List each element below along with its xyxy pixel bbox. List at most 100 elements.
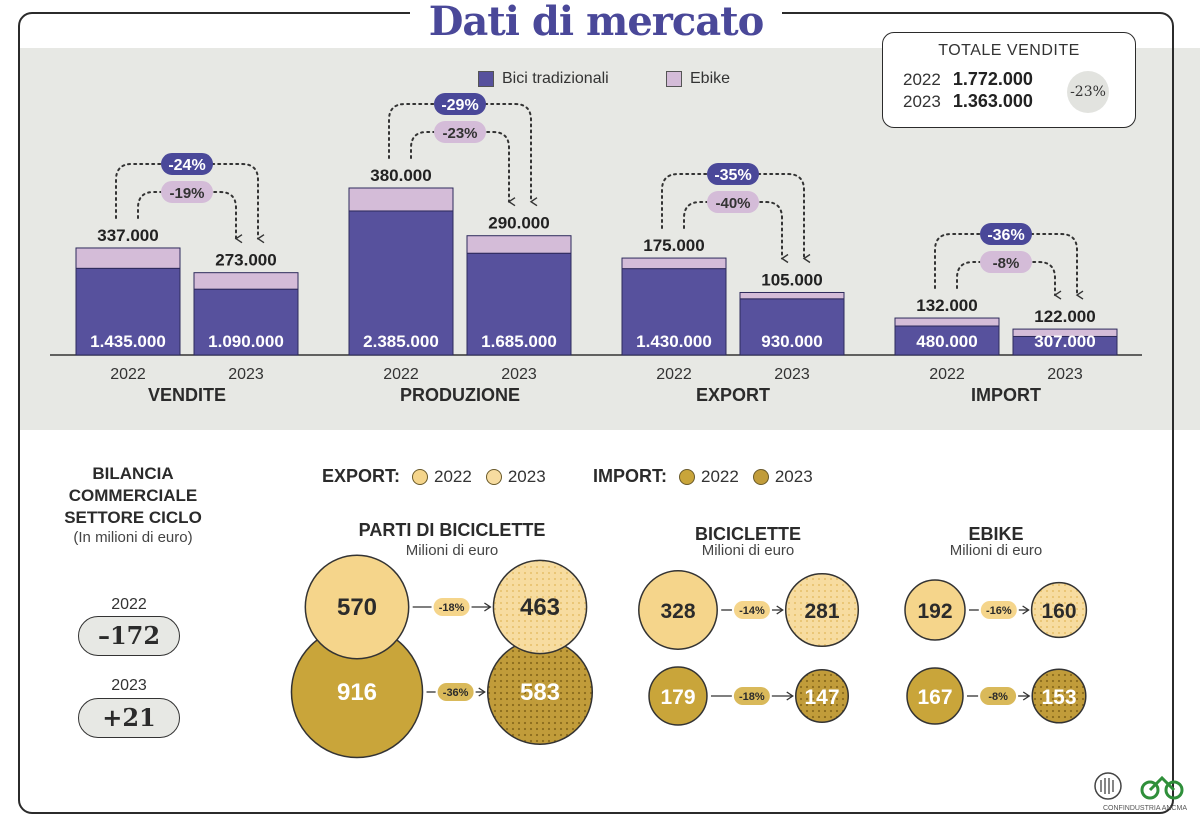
bar-ebike-export-2022 <box>621 257 727 270</box>
arrow-total-export <box>661 173 811 264</box>
pct-pill-ebike <box>707 191 759 214</box>
bar-ebike-import-2022 <box>894 317 1000 327</box>
legend-ebike: Ebike <box>666 70 730 88</box>
bubble-legend-import-label: IMPORT: <box>593 466 667 486</box>
totale-vendite-value: 1.772.000 <box>952 69 1033 89</box>
bar-label-bici: 1.090.000 <box>208 332 284 351</box>
legend-dot-export-2022 <box>412 468 429 485</box>
legend-dot-import-2022 <box>679 468 695 485</box>
bar-bici-export-2022 <box>621 268 727 356</box>
bar-label-ebike: 122.000 <box>1034 307 1095 326</box>
group-label-export: EXPORT <box>696 385 770 405</box>
bar-bici-produzione-2023 <box>466 252 572 356</box>
bar-label-bici: 1.435.000 <box>90 332 166 351</box>
legend-export-2023: 2023 <box>507 466 546 486</box>
bar-bici-export-2023 <box>739 298 845 356</box>
totale-vendite-row-2022: 2022 1.772.000 <box>903 69 1033 90</box>
bar-ebike-produzione-2022 <box>348 187 454 212</box>
bilancia-title-2: COMMERCIALE <box>68 486 198 505</box>
bilancia-title-1: BILANCIA <box>92 464 174 483</box>
confindustria-logo-icon <box>1094 772 1122 800</box>
pct-pill-total <box>434 93 486 115</box>
bubble-legend-import: IMPORT: 2022 2023 <box>593 466 813 487</box>
logos <box>1094 772 1184 800</box>
bar-label-bici: 2.385.000 <box>363 332 439 351</box>
bar-label-bici: 1.685.000 <box>481 332 557 351</box>
bar-label-bici: 480.000 <box>916 332 977 351</box>
bar-label-bici: 930.000 <box>761 332 822 351</box>
pct-total-vendite: -24% <box>168 157 205 174</box>
bar-label-ebike: 273.000 <box>215 251 276 270</box>
ancma-logo-icon <box>1140 775 1184 800</box>
pct-ebike-import: -8% <box>993 255 1020 272</box>
bar-label-ebike: 290.000 <box>488 214 549 233</box>
bar-ebike-export-2023 <box>739 291 845 300</box>
legend-swatch-ebike <box>666 71 682 87</box>
totale-vendite-value: 1.363.000 <box>952 91 1033 111</box>
legend-export-2022: 2022 <box>434 466 472 486</box>
bar-ebike-vendite-2023 <box>193 272 299 290</box>
pct-pill-total <box>980 223 1032 246</box>
totale-vendite-change: -23% <box>1067 71 1109 113</box>
section-subtitle-ebike: Milioni di euro <box>949 542 1043 559</box>
pct-pill-ebike <box>434 121 486 143</box>
legend-label-ebike: Ebike <box>690 70 731 87</box>
bar-label-ebike: 132.000 <box>916 296 977 315</box>
arrow-total-produzione <box>388 103 538 207</box>
bubble-legend-export-label: EXPORT: <box>322 466 401 486</box>
legend-dot-import-2023 <box>752 468 769 485</box>
bilancia-title-3: SETTORE CICLO <box>64 508 202 527</box>
legend-import-2023: 2023 <box>774 466 813 486</box>
section-subtitle-parti: Milioni di euro <box>405 542 499 559</box>
section-title-biciclette: BICICLETTE <box>695 524 801 544</box>
page-title: Dati di mercato <box>428 0 765 45</box>
bilancia-value-2022: –172 <box>78 616 180 656</box>
totale-vendite-year: 2022 <box>903 70 941 89</box>
bar-label-ebike: 105.000 <box>761 270 822 289</box>
bar-bici-vendite-2022 <box>75 267 181 356</box>
totale-vendite-title: TOTALE VENDITE <box>938 42 1080 59</box>
section-subtitle-biciclette: Milioni di euro <box>701 542 795 559</box>
year-tick-label: 2022 <box>110 366 146 383</box>
group-label-vendite: VENDITE <box>148 385 226 405</box>
year-tick-label: 2022 <box>656 366 692 383</box>
stacked-bar-chart: 1.435.000 337.000 2022 1.090.000 273.000 2023… <box>50 93 1142 405</box>
bilancia-subtitle: (In milioni di euro) <box>73 529 193 546</box>
pct-ebike-vendite: -19% <box>169 185 204 202</box>
pct-ebike-produzione: -23% <box>442 125 477 142</box>
year-tick-label: 2023 <box>501 366 537 383</box>
legend-bici: Bici tradizionali <box>478 70 609 88</box>
year-tick-label: 2023 <box>228 366 264 383</box>
group-label-produzione: PRODUZIONE <box>400 385 520 405</box>
pct-total-import: -36% <box>987 227 1024 244</box>
bilancia-value-2023: +21 <box>78 698 180 738</box>
totale-vendite-row-2023: 2023 1.363.000 <box>903 91 1033 112</box>
year-tick-label: 2023 <box>774 366 810 383</box>
year-tick-label: 2023 <box>1047 366 1083 383</box>
pct-total-produzione: -29% <box>441 97 478 114</box>
pct-ebike-export: -40% <box>715 195 750 212</box>
arrow-total-vendite <box>115 162 265 244</box>
bar-bici-vendite-2023 <box>193 288 299 356</box>
totale-vendite-year: 2023 <box>903 92 941 111</box>
year-tick-label: 2022 <box>383 366 419 383</box>
bar-label-bici: 1.430.000 <box>636 332 712 351</box>
arrow-total-import <box>934 233 1084 300</box>
legend-swatch-bici <box>478 71 494 87</box>
legend-label-bici: Bici tradizionali <box>502 70 609 87</box>
pct-total-export: -35% <box>714 167 751 184</box>
bilancia-year-2022: 2022 <box>111 596 147 613</box>
totale-vendite-box: TOTALE VENDITE 2022 1.772.000 2023 1.363.0… <box>882 32 1136 128</box>
bilancia-year-2023: 2023 <box>111 677 147 694</box>
bar-label-ebike: 380.000 <box>370 166 431 185</box>
bar-label-ebike: 175.000 <box>643 236 704 255</box>
pct-pill-ebike <box>161 180 213 203</box>
title-wrap: Dati di mercato <box>410 0 782 48</box>
logo-text: CONFINDUSTRIA ANCMA <box>1102 805 1187 812</box>
bar-ebike-produzione-2023 <box>466 235 572 254</box>
bar-bici-produzione-2022 <box>348 210 454 356</box>
legend-import-2022: 2022 <box>701 466 739 486</box>
bar-label-ebike: 337.000 <box>97 226 158 245</box>
pct-pill-total <box>707 163 759 186</box>
pct-pill-ebike <box>980 251 1032 274</box>
